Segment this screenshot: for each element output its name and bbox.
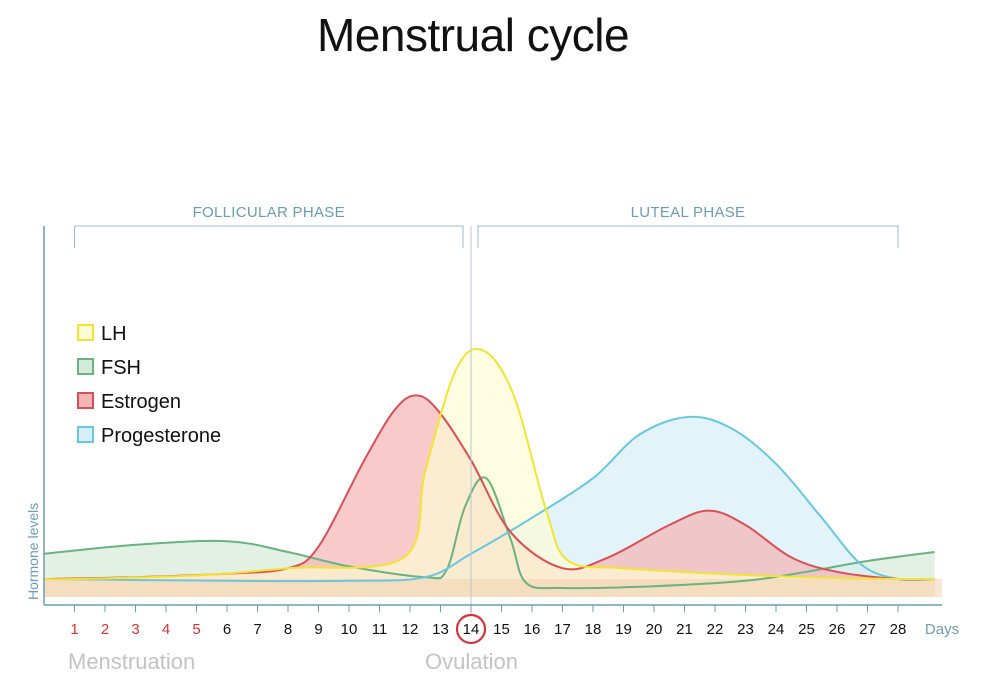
tick-label-day-20: 20 bbox=[646, 621, 663, 638]
day-ticks: 1 2 3 4 5 6 7 8 9 10 11 12 13 14 15 16 17 18 19 20 21 22 23 24 2… bbox=[70, 605, 907, 645]
tick-label-day-25: 25 bbox=[798, 621, 815, 638]
phase-brackets: FOLLICULAR PHASE LUTEAL PHASE bbox=[74, 204, 899, 614]
axes: Hormone levels Days bbox=[25, 226, 959, 638]
lh-area bbox=[44, 348, 935, 597]
tick-label-day-7: 7 bbox=[253, 621, 261, 638]
tick-label-day-11: 11 bbox=[372, 621, 388, 638]
tick-label-day-9: 9 bbox=[314, 621, 322, 638]
fsh-legend-swatch bbox=[77, 358, 94, 375]
estrogen-legend-label: Estrogen bbox=[101, 391, 181, 413]
tick-label-day-5: 5 bbox=[192, 621, 200, 638]
tick-label-day-2: 2 bbox=[101, 621, 109, 638]
ovulation-label: Ovulation bbox=[425, 649, 518, 674]
tick-label-day-14: 14 bbox=[463, 621, 480, 638]
tick-label-day-12: 12 bbox=[402, 621, 419, 638]
lh-legend-swatch bbox=[77, 324, 94, 341]
follicular-phase-bracket bbox=[74, 225, 464, 248]
hormone-lines bbox=[43, 347, 935, 590]
baseline-band bbox=[44, 579, 942, 597]
annotations: Menstruation Ovulation bbox=[68, 649, 518, 674]
lh-line bbox=[43, 347, 935, 581]
tick-label-day-16: 16 bbox=[524, 621, 541, 638]
tick-label-day-6: 6 bbox=[223, 621, 231, 638]
tick-label-day-13: 13 bbox=[432, 621, 449, 638]
tick-label-day-8: 8 bbox=[284, 621, 292, 638]
progesterone-legend-swatch bbox=[77, 426, 94, 443]
fsh-line bbox=[43, 476, 935, 590]
tick-label-day-22: 22 bbox=[707, 621, 724, 638]
y-axis-label: Hormone levels bbox=[25, 503, 41, 600]
tick-label-day-27: 27 bbox=[859, 621, 876, 638]
tick-label-day-23: 23 bbox=[737, 621, 754, 638]
fsh-legend-label: FSH bbox=[101, 357, 141, 379]
tick-label-day-21: 21 bbox=[676, 621, 693, 638]
lh-legend-label: LH bbox=[101, 323, 127, 345]
tick-label-day-4: 4 bbox=[162, 621, 170, 638]
tick-label-day-10: 10 bbox=[341, 621, 358, 638]
progesterone-line bbox=[43, 415, 935, 583]
tick-label-day-1: 1 bbox=[70, 621, 78, 638]
follicular-phase-label: FOLLICULAR PHASE bbox=[193, 204, 345, 221]
menstruation-label: Menstruation bbox=[68, 649, 195, 674]
x-axis-label: Days bbox=[925, 621, 959, 638]
tick-label-day-3: 3 bbox=[131, 621, 139, 638]
progesterone-legend-label: Progesterone bbox=[101, 425, 221, 447]
tick-label-day-18: 18 bbox=[585, 621, 602, 638]
estrogen-area bbox=[44, 395, 935, 597]
tick-label-day-24: 24 bbox=[768, 621, 785, 638]
ovulation-day-marker bbox=[455, 613, 487, 645]
tick-label-day-26: 26 bbox=[829, 621, 846, 638]
estrogen-legend-swatch bbox=[77, 392, 94, 409]
tick-label-day-28: 28 bbox=[890, 621, 907, 638]
tick-label-day-19: 19 bbox=[615, 621, 632, 638]
tick-label-day-15: 15 bbox=[493, 621, 510, 638]
legend: LH FSH Estrogen Progesterone bbox=[77, 323, 221, 447]
luteal-phase-bracket bbox=[477, 225, 899, 248]
hormone-areas bbox=[44, 348, 942, 597]
luteal-phase-label: LUTEAL PHASE bbox=[631, 204, 746, 221]
chart-title: Menstrual cycle bbox=[316, 9, 630, 61]
tick-label-day-17: 17 bbox=[554, 621, 571, 638]
